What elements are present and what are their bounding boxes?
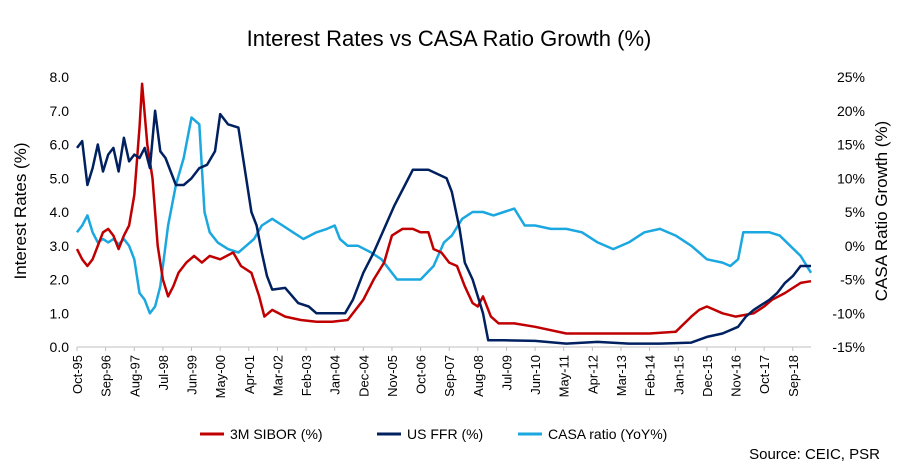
x-tick-label: Feb-03	[299, 355, 314, 396]
x-axis-ticks: Oct-95 Sep-96 Aug-97 Jul-98 Jun-99 May-00 Apr-…	[70, 347, 801, 398]
x-tick-label: Mar-13	[614, 355, 629, 396]
x-tick-label: Sep-96	[99, 355, 114, 397]
x-tick-label: Jan-04	[328, 355, 343, 395]
x-tick-label: Jul-98	[156, 355, 171, 390]
series-layer	[75, 82, 813, 345]
y-right-tick-label: 25%	[837, 69, 865, 85]
y-left-tick-label: 3.0	[50, 238, 70, 254]
series-line-ffr	[76, 109, 811, 345]
x-tick-label: Aug-08	[471, 355, 486, 397]
y-left-tick-label: 2.0	[50, 272, 70, 288]
series-line-casa	[76, 116, 813, 315]
x-tick-label: Apr-01	[242, 355, 257, 394]
legend-label-casa: CASA ratio (YoY%)	[548, 426, 667, 442]
source-note: Source: CEIC, PSR	[749, 446, 880, 463]
y-axis-left-ticks: 0.0 1.0 2.0 3.0 4.0 5.0 6.0 7.0 8.0	[50, 69, 70, 355]
y-axis-right-ticks: -15% -10% -5% 0% 5% 10% 15% 20% 25%	[832, 69, 865, 355]
y-axis-left-label: Interest Rates (%)	[11, 143, 30, 280]
x-tick-label: Dec-04	[356, 355, 371, 397]
x-tick-label: Dec-15	[700, 355, 715, 397]
x-tick-label: Jun-99	[185, 355, 200, 395]
y-right-tick-label: 5%	[845, 204, 865, 220]
x-tick-label: Jan-15	[671, 355, 686, 395]
y-right-tick-label: 0%	[845, 238, 865, 254]
legend: 3M SIBOR (%) US FFR (%) CASA ratio (YoY%…	[200, 426, 667, 442]
x-tick-label: Nov-05	[385, 355, 400, 397]
x-tick-label: Nov-16	[729, 355, 744, 397]
y-left-tick-label: 6.0	[50, 137, 70, 153]
y-right-tick-label: -5%	[840, 272, 865, 288]
x-tick-label: Oct-17	[757, 355, 772, 394]
y-left-tick-label: 5.0	[50, 170, 70, 186]
legend-label-ffr: US FFR (%)	[407, 426, 483, 442]
x-tick-label: Jul-09	[499, 355, 514, 390]
series-line-sibor	[75, 82, 812, 335]
y-left-tick-label: 0.0	[50, 339, 70, 355]
x-tick-label: Oct-95	[70, 355, 85, 394]
x-tick-label: Jun-10	[528, 355, 543, 395]
y-left-tick-label: 1.0	[50, 305, 70, 321]
x-tick-label: Apr-12	[585, 355, 600, 394]
x-tick-label: Aug-97	[127, 355, 142, 397]
x-tick-label: May-00	[213, 355, 228, 398]
x-tick-label: Feb-14	[643, 355, 658, 396]
y-right-tick-label: -10%	[832, 305, 865, 321]
y-right-tick-label: 10%	[837, 170, 865, 186]
x-tick-label: Mar-02	[270, 355, 285, 396]
chart-title: Interest Rates vs CASA Ratio Growth (%)	[247, 26, 652, 51]
x-tick-label: Sep-18	[786, 355, 801, 397]
y-axis-right-label: CASA Ratio Growth (%)	[872, 121, 891, 301]
x-tick-label: May-11	[557, 355, 572, 397]
legend-label-sibor: 3M SIBOR (%)	[230, 426, 323, 442]
x-tick-label: Oct-06	[414, 355, 429, 394]
y-left-tick-label: 7.0	[50, 103, 70, 119]
y-right-tick-label: 20%	[837, 103, 865, 119]
x-tick-label: Sep-07	[442, 355, 457, 397]
y-right-tick-label: -15%	[832, 339, 865, 355]
y-left-tick-label: 8.0	[50, 69, 70, 85]
y-left-tick-label: 4.0	[50, 204, 70, 220]
y-right-tick-label: 15%	[837, 137, 865, 153]
